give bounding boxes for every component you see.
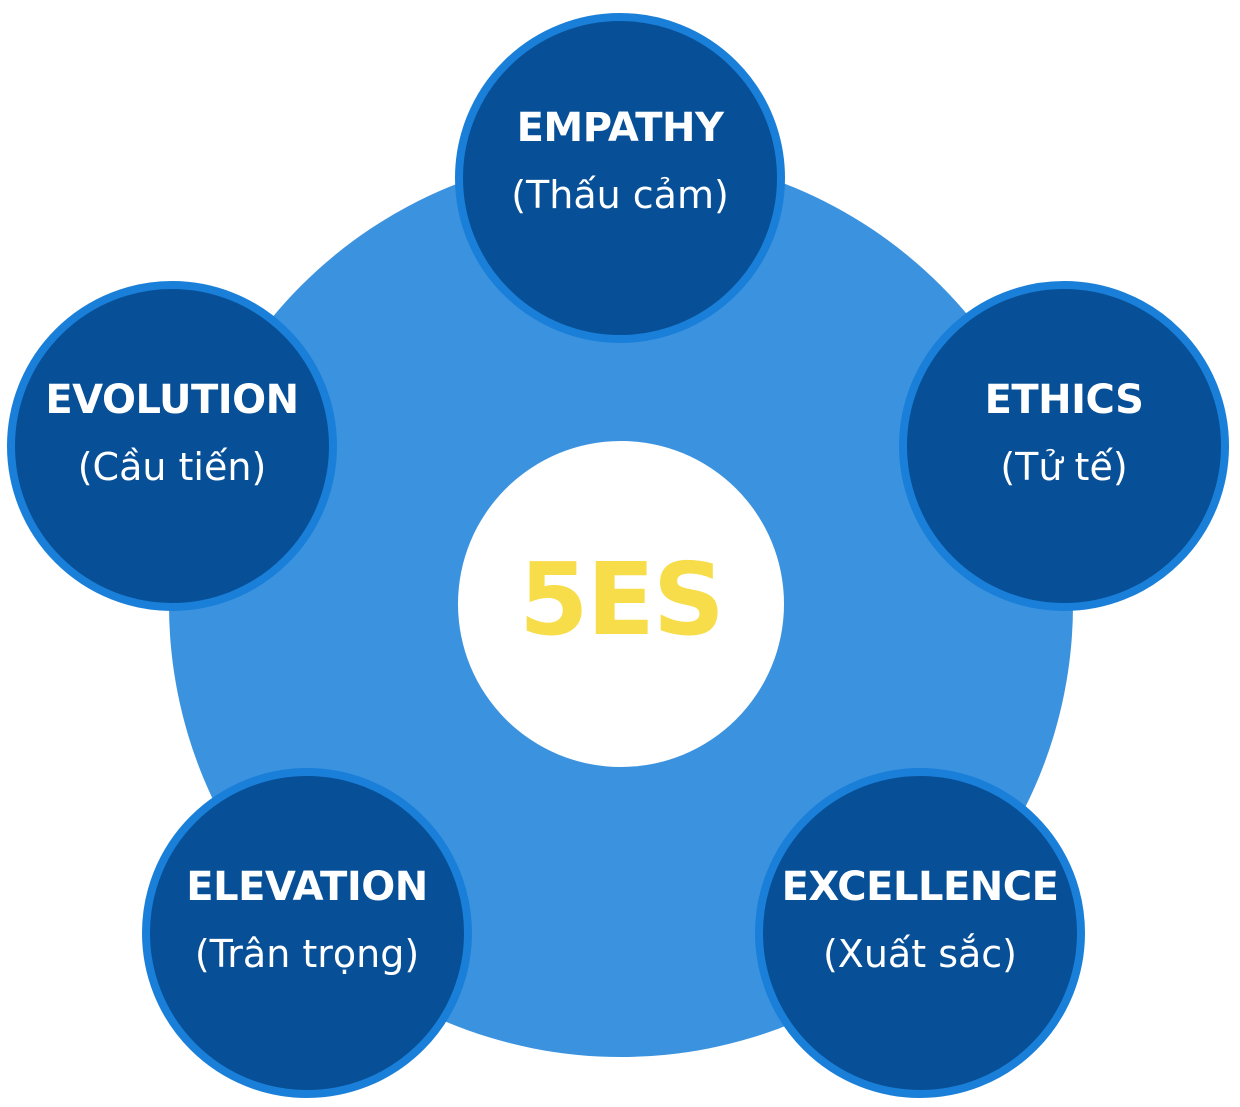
node-ethics: ETHICS (Tử tế): [899, 281, 1229, 611]
node-evolution: EVOLUTION (Cầu tiến): [7, 281, 337, 611]
node-title-ethics: ETHICS: [984, 377, 1144, 423]
node-empathy: EMPATHY (Thấu cảm): [455, 13, 785, 343]
node-subtitle-ethics: (Tử tế): [1000, 445, 1128, 489]
node-subtitle-excellence: (Xuất sắc): [822, 932, 1017, 976]
node-elevation: ELEVATION (Trân trọng): [142, 768, 472, 1098]
node-subtitle-elevation: (Trân trọng): [194, 932, 420, 976]
node-subtitle-empathy: (Thấu cảm): [511, 173, 729, 217]
node-title-empathy: EMPATHY: [516, 105, 724, 151]
node-subtitle-evolution: (Cầu tiến): [77, 445, 267, 489]
center-disc: 5ES: [458, 441, 784, 767]
node-excellence: EXCELLENCE (Xuất sắc): [755, 768, 1085, 1098]
node-title-elevation: ELEVATION: [186, 864, 428, 910]
node-title-evolution: EVOLUTION: [45, 377, 299, 423]
center-label: 5ES: [519, 541, 725, 658]
node-title-excellence: EXCELLENCE: [781, 864, 1059, 910]
